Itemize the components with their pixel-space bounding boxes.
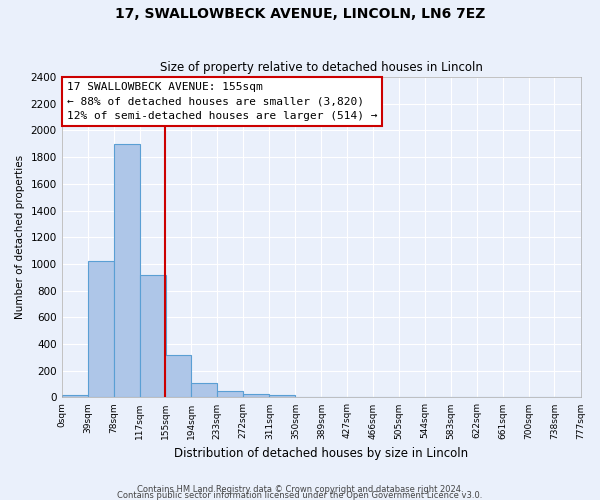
Title: Size of property relative to detached houses in Lincoln: Size of property relative to detached ho… bbox=[160, 62, 482, 74]
Bar bbox=[140, 274, 166, 398]
Bar bbox=[243, 394, 269, 398]
X-axis label: Distribution of detached houses by size in Lincoln: Distribution of detached houses by size … bbox=[174, 447, 468, 460]
Y-axis label: Number of detached properties: Number of detached properties bbox=[15, 155, 25, 320]
Text: 17, SWALLOWBECK AVENUE, LINCOLN, LN6 7EZ: 17, SWALLOWBECK AVENUE, LINCOLN, LN6 7EZ bbox=[115, 8, 485, 22]
Text: Contains public sector information licensed under the Open Government Licence v3: Contains public sector information licen… bbox=[118, 490, 482, 500]
Bar bbox=[165, 354, 191, 398]
Bar bbox=[191, 384, 217, 398]
Text: 17 SWALLOWBECK AVENUE: 155sqm
← 88% of detached houses are smaller (3,820)
12% o: 17 SWALLOWBECK AVENUE: 155sqm ← 88% of d… bbox=[67, 82, 377, 122]
Text: Contains HM Land Registry data © Crown copyright and database right 2024.: Contains HM Land Registry data © Crown c… bbox=[137, 485, 463, 494]
Bar bbox=[88, 262, 114, 398]
Bar bbox=[269, 395, 295, 398]
Bar bbox=[217, 391, 243, 398]
Bar bbox=[114, 144, 140, 398]
Bar bbox=[62, 395, 88, 398]
